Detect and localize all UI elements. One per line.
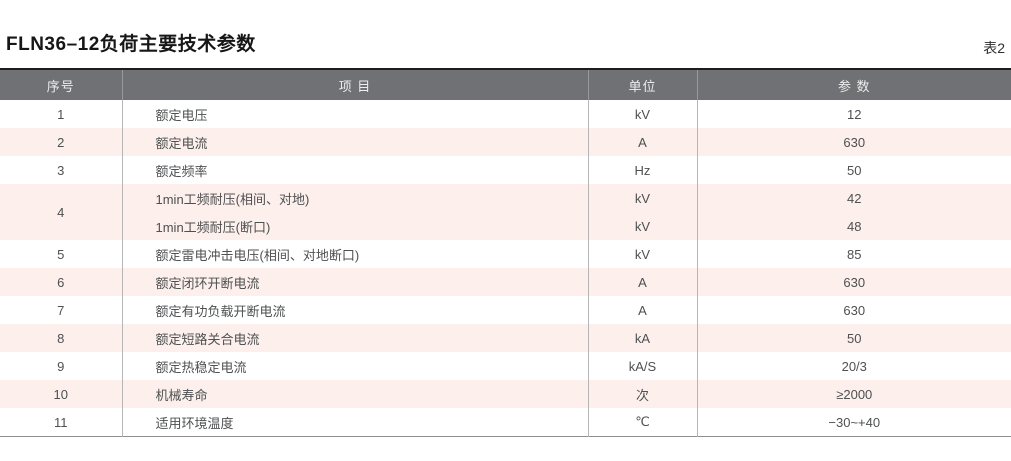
- cell-no: 11: [0, 408, 123, 437]
- table-header-row: 序号 项 目 单位 参 数: [0, 69, 1011, 100]
- cell-value: 85: [847, 246, 862, 262]
- cell-no: 7: [0, 296, 123, 324]
- table-row: 7 额定有功负载开断电流 A 630: [0, 296, 1011, 324]
- cell-unit: ℃: [588, 408, 698, 437]
- table-row: 5 额定雷电冲击电压(相间、对地断口) kV 85: [0, 240, 1011, 268]
- table-label: 表2: [983, 40, 1005, 56]
- cell-unit: kV: [588, 212, 698, 240]
- cell-unit: A: [588, 128, 698, 156]
- cell-no: 4: [0, 184, 123, 240]
- cell-unit: Hz: [588, 156, 698, 184]
- table-row: 8 额定短路关合电流 kA 50: [0, 324, 1011, 352]
- cell-item: 额定短路关合电流: [122, 324, 589, 352]
- table-row: 4 1min工频耐压(相间、对地) kV 42: [0, 184, 1011, 240]
- table-header: 序号 项 目 单位 参 数: [0, 69, 1011, 100]
- cell-item: 1min工频耐压(相间、对地): [122, 184, 589, 212]
- cell-unit: A: [588, 268, 698, 296]
- col-header-unit: 单位: [588, 69, 698, 100]
- table-row: 2 额定电流 A 630: [0, 128, 1011, 156]
- cell-item: 额定热稳定电流: [122, 352, 589, 380]
- cell-item: 额定闭环开断电流: [122, 268, 589, 296]
- cell-value: 630: [843, 274, 866, 290]
- cell-value: 50: [847, 162, 862, 178]
- cell-no: 8: [0, 324, 123, 352]
- table-row: 6 额定闭环开断电流 A 630: [0, 268, 1011, 296]
- cell-no: 9: [0, 352, 123, 380]
- title-row: FLN36–12负荷主要技术参数 表2: [0, 0, 1011, 58]
- cell-unit: kV: [588, 184, 698, 212]
- col-header-no: 序号: [0, 69, 123, 100]
- cell-value: 12: [847, 106, 862, 122]
- cell-item: 额定雷电冲击电压(相间、对地断口): [122, 240, 589, 268]
- cell-value: 630: [843, 134, 866, 150]
- cell-item: 额定电流: [122, 128, 589, 156]
- cell-item: 机械寿命: [122, 380, 589, 408]
- page-title: FLN36–12负荷主要技术参数: [6, 34, 256, 55]
- cell-unit: kV: [588, 100, 698, 128]
- cell-unit: A: [588, 296, 698, 324]
- params-table: 序号 项 目 单位 参 数 1 额定电压 kV 12 2 额定电流 A 630 …: [0, 68, 1011, 437]
- table-row: 11 适用环境温度 ℃ −30~+40: [0, 408, 1011, 437]
- cell-unit: 次: [588, 380, 698, 408]
- cell-value: 42: [847, 190, 862, 206]
- cell-item: 额定频率: [122, 156, 589, 184]
- cell-item: 额定电压: [122, 100, 589, 128]
- cell-item: 额定有功负载开断电流: [122, 296, 589, 324]
- cell-no: 3: [0, 156, 123, 184]
- cell-value: 50: [847, 330, 862, 346]
- col-header-value: 参 数: [697, 69, 1011, 100]
- cell-no: 10: [0, 380, 123, 408]
- col-header-item: 项 目: [122, 69, 589, 100]
- table-row: 9 额定热稳定电流 kA/S 20/3: [0, 352, 1011, 380]
- table-row: 3 额定频率 Hz 50: [0, 156, 1011, 184]
- cell-value: 630: [843, 302, 866, 318]
- cell-item: 适用环境温度: [122, 408, 589, 437]
- cell-value: 20/3: [841, 358, 867, 374]
- cell-value: −30~+40: [828, 414, 881, 430]
- cell-item: 1min工频耐压(断口): [122, 212, 589, 240]
- table-body: 1 额定电压 kV 12 2 额定电流 A 630 3 额定频率 Hz 50 4…: [0, 100, 1011, 437]
- cell-unit: kA: [588, 324, 698, 352]
- cell-value: ≥2000: [836, 386, 873, 402]
- cell-no: 5: [0, 240, 123, 268]
- table-row: 1 额定电压 kV 12: [0, 100, 1011, 128]
- cell-unit: kA/S: [588, 352, 698, 380]
- table-row: 1min工频耐压(断口) kV 48: [0, 212, 1011, 240]
- table-row: 10 机械寿命 次 ≥2000: [0, 380, 1011, 408]
- cell-no: 1: [0, 100, 123, 128]
- cell-unit: kV: [588, 240, 698, 268]
- cell-no: 6: [0, 268, 123, 296]
- cell-value: 48: [847, 218, 862, 234]
- cell-no: 2: [0, 128, 123, 156]
